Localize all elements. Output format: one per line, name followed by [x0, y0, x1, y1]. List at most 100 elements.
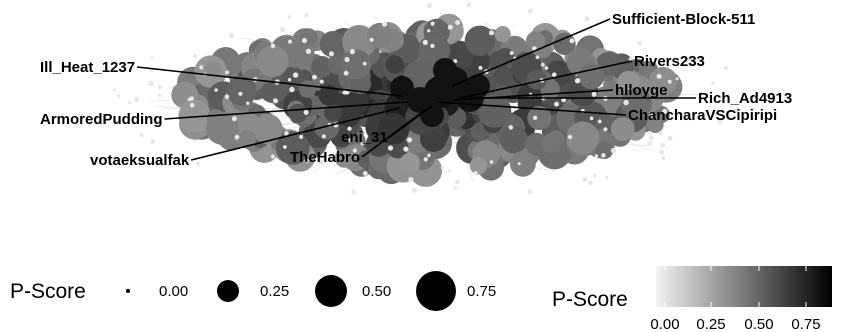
network-node — [566, 121, 600, 155]
network-node-small — [601, 153, 606, 158]
network-node-small — [658, 131, 663, 136]
network-node-small — [589, 116, 594, 121]
network-node — [205, 111, 239, 145]
network-node-small — [343, 70, 349, 76]
network-node-small — [662, 108, 668, 114]
node-label: Rivers233 — [634, 53, 705, 70]
label-leader-lines — [136, 18, 696, 161]
network-node-core — [466, 74, 490, 98]
network-node-small — [238, 91, 243, 96]
color-legend-tick-label-0: 0.00 — [650, 316, 679, 332]
node-label: votaeksualfak — [90, 152, 190, 169]
network-node — [464, 25, 496, 56]
network-node — [237, 129, 257, 149]
network-node — [298, 80, 317, 98]
network-node — [205, 61, 222, 78]
network-node — [318, 84, 340, 106]
network-node-small — [527, 189, 533, 195]
color-legend-ticks — [664, 266, 807, 307]
network-node-small — [280, 26, 286, 33]
network-node-small — [687, 57, 693, 63]
node-label: Rich_Ad4913 — [698, 90, 792, 107]
network-node-small — [318, 159, 324, 165]
network-node-small — [349, 49, 355, 55]
network-node-small — [517, 162, 521, 166]
network-node — [526, 69, 547, 90]
network-node-small — [150, 55, 154, 60]
network-node-small — [661, 156, 666, 161]
color-legend-title: P-Score — [552, 288, 628, 311]
network-node-small — [369, 37, 374, 42]
node-label: eni_31 — [341, 129, 388, 146]
network-node-small — [723, 66, 729, 71]
network-node-small — [270, 43, 276, 49]
size-legend: P-Score 0.00 0.25 0.50 0.75 — [10, 271, 496, 311]
network-node — [525, 31, 546, 51]
network-node-small — [623, 99, 629, 106]
network-node-small — [588, 180, 593, 185]
network-node-small — [193, 54, 198, 59]
network-node-small — [348, 138, 353, 143]
network-node-small — [594, 154, 599, 158]
network-node-small — [667, 136, 673, 141]
network-node-small — [552, 72, 557, 77]
network-node-small — [224, 94, 230, 100]
label-leader-line — [437, 101, 627, 116]
color-legend-tick-label-1: 0.25 — [696, 316, 725, 332]
size-legend-title: P-Score — [10, 280, 86, 303]
network-node-small — [489, 30, 494, 36]
network-node-small — [489, 160, 494, 164]
network-node-small — [712, 111, 718, 117]
network-node-small — [544, 66, 549, 70]
color-legend-tick-label-3: 0.75 — [791, 316, 820, 332]
network-node — [477, 94, 512, 128]
node-label: TheHabro — [290, 149, 360, 166]
network-node-small — [422, 39, 428, 46]
network-node-small — [362, 171, 368, 176]
network-node-small — [667, 79, 672, 84]
network-node-small — [648, 135, 655, 141]
network-node-small — [700, 114, 705, 119]
network-node-small — [685, 116, 691, 121]
network-node-small — [299, 134, 304, 139]
network-node — [649, 66, 678, 96]
network-node-small — [647, 141, 653, 147]
network-node-small — [591, 91, 597, 97]
network-nodes — [112, 2, 741, 195]
network-node-small — [423, 157, 428, 162]
network-node-small — [689, 61, 694, 66]
network-node-small — [304, 13, 309, 18]
network-node — [334, 148, 354, 168]
color-legend-bar — [656, 266, 832, 307]
network-node-small — [157, 93, 162, 98]
network-node-small — [440, 166, 444, 170]
network-node-small — [289, 86, 295, 93]
network-node-small — [196, 161, 200, 165]
network-node-small — [659, 149, 664, 155]
network-node-small — [656, 73, 662, 79]
network-node-small — [199, 65, 204, 70]
network-node — [366, 22, 393, 49]
network-node — [500, 125, 528, 154]
network-node-small — [447, 169, 451, 173]
network-node-small — [134, 96, 140, 102]
network-node-small — [381, 21, 388, 27]
network-node — [647, 116, 664, 133]
color-legend-tick-label-2: 0.50 — [744, 316, 773, 332]
network-node-small — [214, 88, 218, 92]
network-node — [578, 63, 605, 90]
network-node-small — [351, 189, 356, 195]
network-node-small — [303, 109, 309, 115]
network-node-small — [408, 176, 414, 183]
network-node-small — [473, 171, 478, 176]
network-node-small — [532, 115, 538, 121]
network-node-small — [532, 46, 537, 51]
network-node-small — [292, 72, 299, 78]
network-node — [341, 49, 372, 80]
network-node-small — [387, 145, 394, 151]
label-leader-line — [164, 101, 409, 120]
network-node-small — [283, 145, 287, 149]
network-node-small — [593, 173, 597, 178]
network-node-small — [569, 38, 575, 44]
network-node-small — [360, 142, 364, 146]
